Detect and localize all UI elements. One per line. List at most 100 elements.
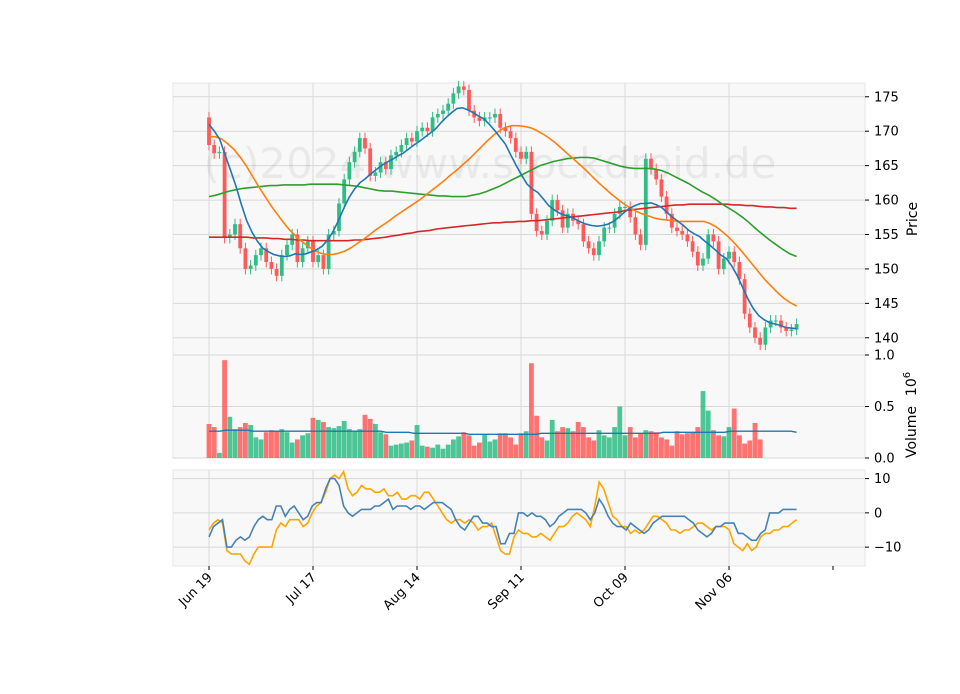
volume-bar (601, 435, 607, 458)
volume-bar (274, 431, 279, 458)
candle-body (467, 89, 471, 111)
volume-bar (648, 431, 654, 458)
volume-bar (612, 427, 617, 458)
oscillator-tick-label: 0 (874, 506, 882, 521)
volume-bar (497, 433, 503, 458)
volume-bar (643, 430, 649, 458)
candle-body (591, 248, 596, 256)
volume-bar (549, 419, 555, 458)
candle-body (487, 117, 492, 119)
oscillator-main-line (208, 477, 797, 548)
volume-bar (263, 432, 269, 458)
volume-bar (544, 440, 550, 458)
volume-bar (752, 422, 758, 458)
volume-axis-exponent: 106 (902, 372, 920, 396)
volume-bar (430, 447, 435, 458)
candle-body (789, 329, 794, 331)
candle-body (529, 151, 534, 214)
volume-bar (705, 410, 711, 458)
oscillator-panel: −10 0 10 (173, 469, 901, 566)
volume-bar (404, 442, 409, 458)
volume-bar (508, 437, 513, 458)
x-tick-label: Nov 06 (693, 570, 736, 613)
candle-body (534, 213, 539, 232)
volume-bar (378, 432, 383, 458)
volume-bar (633, 437, 638, 458)
volume-bar (690, 432, 695, 458)
candle-body (378, 162, 383, 173)
candle-body (493, 113, 497, 118)
candle-body (430, 117, 435, 132)
volume-bar (222, 360, 227, 458)
candle-body (441, 110, 445, 114)
volume-bar (227, 416, 233, 458)
candle-body (259, 248, 263, 256)
oscillator-signal-line (208, 469, 798, 566)
candle-body (675, 227, 679, 232)
candle-body (420, 127, 425, 132)
candle-body (212, 144, 217, 154)
volume-bar (482, 434, 487, 458)
volume-bar (591, 440, 597, 458)
candle-body (461, 86, 466, 90)
volume-tick-label: 0.5 (874, 400, 895, 415)
candle-body (305, 241, 310, 249)
volume-bar (253, 437, 259, 458)
price-tick-label: 170 (874, 125, 899, 140)
volume-bar (331, 428, 337, 458)
candle-body (519, 151, 523, 159)
volume-bar (232, 429, 238, 458)
candle-body (508, 131, 513, 139)
candle-body (207, 117, 211, 145)
candle-body (253, 255, 258, 266)
volume-bar (638, 433, 643, 458)
candle-body (623, 206, 627, 208)
candle-body (742, 279, 747, 314)
volume-bar (440, 448, 446, 458)
volume-bar (258, 439, 264, 458)
sma-fast-line (208, 106, 797, 330)
candle-body (331, 231, 336, 235)
candle-body (706, 234, 711, 259)
volume-bar (310, 417, 316, 458)
volume-panel: 0.0 0.5 1.0 Volume 106 (173, 349, 920, 467)
volume-bar (409, 440, 415, 458)
volume-bar (373, 424, 378, 458)
volume-bar (388, 445, 394, 458)
price-tick-label: 145 (874, 297, 899, 312)
volume-axis-label: Volume (904, 406, 920, 458)
volume-bar (243, 422, 248, 458)
candle-body (732, 251, 737, 263)
volume-bar (555, 431, 560, 458)
candle-body (539, 231, 544, 235)
volume-bar (757, 439, 763, 458)
candle-body (342, 179, 347, 204)
volume-tick-label: 1.0 (874, 349, 895, 364)
candle-body (347, 162, 352, 180)
candle-body (560, 210, 565, 228)
x-tick-label: Jun 19 (176, 570, 216, 610)
volume-bar (617, 406, 623, 458)
candle-body (753, 327, 757, 338)
candle-body (269, 262, 274, 269)
candle-body (352, 151, 357, 163)
candle-body (389, 155, 393, 170)
candle-body (701, 258, 705, 266)
volume-bar (513, 444, 519, 458)
price-tick-label: 155 (874, 228, 899, 243)
candle-body (747, 313, 752, 328)
volume-bar (570, 431, 576, 458)
volume-bar (419, 445, 425, 458)
candle-body (373, 172, 378, 176)
price-tick-label: 150 (874, 262, 899, 277)
candle-body (451, 93, 456, 104)
candle-body (586, 241, 591, 249)
volume-bar (492, 439, 498, 458)
candle-body (222, 151, 227, 238)
candle-body (695, 251, 700, 266)
volume-bar (305, 433, 311, 458)
volume-bar (659, 437, 664, 458)
volume-bar (352, 431, 357, 458)
candle-body (524, 151, 529, 159)
watermark-text: (c)2024 www.stockdroid.de (204, 139, 777, 188)
